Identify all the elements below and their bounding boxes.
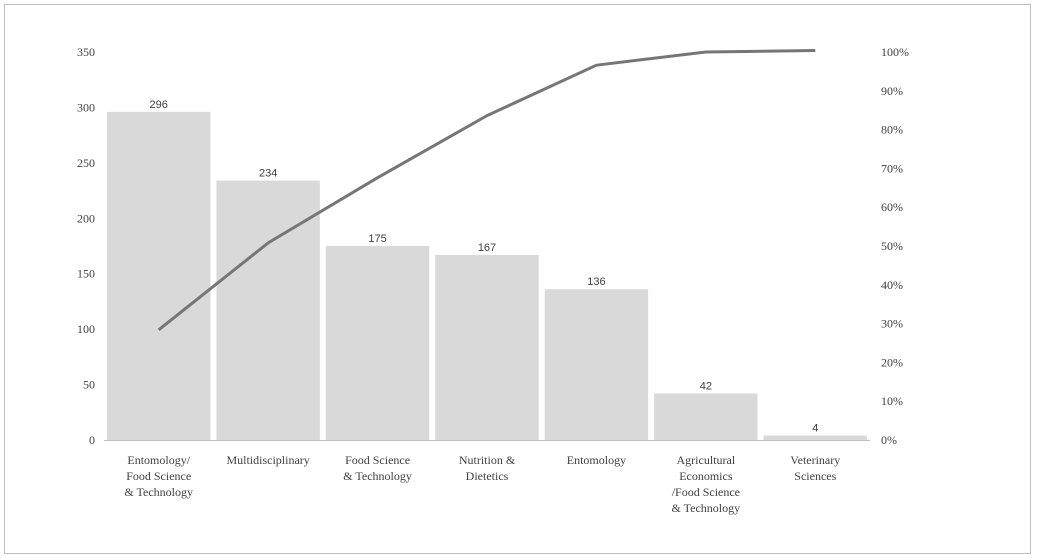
cumulative-line-series: [157, 48, 816, 331]
right-axis-tick-label: 70%: [881, 161, 903, 175]
category-label: Nutrition & Dietetics: [459, 453, 516, 483]
left-axis-tick-label: 50: [83, 378, 95, 392]
bar: [544, 289, 649, 440]
bar-data-label: 167: [478, 242, 496, 254]
bar: [325, 246, 430, 440]
left-axis-tick-label: 250: [77, 156, 95, 170]
left-axis-ticks: 0 50 100 150 200 250 300 350: [77, 45, 95, 447]
bar: [107, 111, 211, 440]
bar-data-label: 136: [587, 276, 605, 288]
right-axis-tick-label: 0%: [881, 433, 897, 447]
right-axis-tick-label: 20%: [881, 355, 903, 369]
bar: [216, 180, 320, 440]
right-axis-tick-label: 60%: [881, 200, 903, 214]
right-axis-tick-label: 30%: [881, 317, 903, 331]
left-axis-tick-label: 150: [77, 267, 95, 281]
bar-data-labels: 296 234 175 167 136 42 4: [150, 99, 819, 435]
bar-data-label: 4: [812, 423, 818, 435]
bar: [654, 393, 758, 440]
category-label: Food Science & Technology: [343, 453, 412, 483]
right-axis-ticks: 0% 10% 20% 30% 40% 50% 60% 70% 80% 90% 100%: [881, 45, 909, 447]
category-label: Entomology: [567, 453, 626, 467]
right-axis-tick-label: 10%: [881, 394, 903, 408]
bar-data-label: 175: [368, 233, 386, 245]
bar: [435, 254, 539, 440]
right-axis-tick-label: 80%: [881, 123, 903, 137]
bar: [763, 435, 867, 440]
category-label: Agricultural Economics/Food Science & Tech…: [672, 453, 741, 515]
right-axis-tick-label: 100%: [881, 45, 909, 59]
category-label: Entomology/Food Science & Technology: [124, 453, 193, 499]
left-axis-tick-label: 300: [77, 100, 95, 114]
bar-data-label: 42: [700, 380, 712, 392]
right-axis-tick-label: 90%: [881, 84, 903, 98]
left-axis-tick-label: 350: [77, 45, 95, 59]
category-label: Multidisciplinary: [226, 453, 309, 467]
right-axis-tick-label: 50%: [881, 239, 903, 253]
bar-data-label: 234: [259, 168, 277, 180]
left-axis-tick-label: 200: [77, 211, 95, 225]
category-labels: Entomology/Food Science & Technology Multi…: [124, 453, 840, 515]
bar-data-label: 296: [150, 99, 168, 111]
left-axis-tick-label: 0: [89, 433, 95, 447]
left-axis-tick-label: 100: [77, 322, 95, 336]
right-axis-tick-label: 40%: [881, 278, 903, 292]
category-label: Veterinary Sciences: [790, 453, 840, 483]
bar-series: [107, 111, 867, 440]
